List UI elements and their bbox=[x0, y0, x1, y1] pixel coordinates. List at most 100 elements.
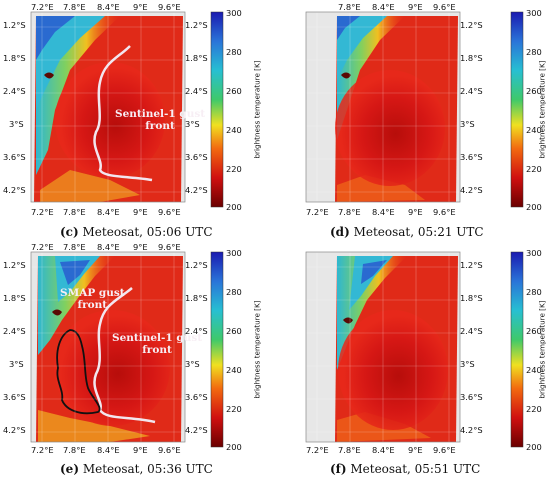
lon-tick: 7.8°E bbox=[63, 445, 86, 455]
lat-tick: 3.6°S bbox=[460, 152, 483, 162]
colorbar-label: brightness temperature [K] bbox=[537, 60, 547, 159]
lon-tick: 9.6°E bbox=[433, 445, 456, 455]
panel-d: 7.8°E 8.4°E 9°E 9.6°E 7.2°E 7.8°E 8.4°E … bbox=[275, 0, 550, 245]
lon-tick: 9.6°E bbox=[158, 2, 181, 12]
lon-tick: 9.6°E bbox=[433, 207, 456, 217]
lat-tick: 1.2°S bbox=[185, 20, 208, 30]
lon-tick: 9°E bbox=[133, 242, 148, 252]
colorbar-tick: 200 bbox=[226, 202, 242, 212]
colorbar-tick: 260 bbox=[226, 86, 242, 96]
sentinel-label: Sentinel-1 gust front bbox=[112, 332, 203, 356]
lat-tick: 2.4°S bbox=[185, 326, 208, 336]
lon-tick: 9.6°E bbox=[158, 242, 181, 252]
lat-tick: 3°S bbox=[185, 359, 200, 369]
lat-tick: 2.4°S bbox=[460, 86, 483, 96]
colorbar-tick: 200 bbox=[226, 442, 242, 452]
lon-tick: 7.2°E bbox=[31, 2, 54, 12]
colorbar-tick: 220 bbox=[226, 164, 242, 174]
sentinel-gust-front-line-e bbox=[93, 287, 156, 424]
lat-tick: 1.2°S bbox=[185, 260, 208, 270]
lon-tick: 7.8°E bbox=[338, 2, 361, 12]
lat-tick: 2.4°S bbox=[3, 326, 26, 336]
lat-tick: 4.2°S bbox=[3, 185, 26, 195]
lon-tick: 7.8°E bbox=[338, 207, 361, 217]
lat-tick: 4.2°S bbox=[185, 425, 208, 435]
lon-tick: 9°E bbox=[408, 207, 423, 217]
lon-tick: 8.4°E bbox=[372, 207, 395, 217]
lon-tick: 9°E bbox=[408, 2, 423, 12]
map-c bbox=[30, 11, 224, 208]
caption-d: (d) Meteosat, 05:21 UTC bbox=[330, 225, 484, 239]
lat-tick: 1.2°S bbox=[3, 260, 26, 270]
lon-tick: 7.2°E bbox=[306, 445, 329, 455]
map-e bbox=[30, 251, 224, 448]
lon-tick: 7.2°E bbox=[306, 207, 329, 217]
lon-tick: 8.4°E bbox=[97, 2, 120, 12]
lon-tick: 9°E bbox=[133, 445, 148, 455]
caption-c: (c) Meteosat, 05:06 UTC bbox=[60, 225, 213, 239]
lat-tick: 1.8°S bbox=[185, 53, 208, 63]
panel-c: 7.2°E 7.8°E 8.4°E 9°E 9.6°E 7.2°E 7.8°E … bbox=[0, 0, 275, 245]
lon-tick: 8.4°E bbox=[97, 207, 120, 217]
lon-tick: 8.4°E bbox=[372, 2, 395, 12]
lat-tick: 3°S bbox=[9, 119, 24, 129]
lat-tick: 1.8°S bbox=[3, 293, 26, 303]
lat-tick: 3.6°S bbox=[3, 152, 26, 162]
caption-f: (f) Meteosat, 05:51 UTC bbox=[330, 462, 481, 476]
colorbar-tick: 300 bbox=[526, 8, 542, 18]
colorbar-tick: 280 bbox=[226, 287, 242, 297]
lon-tick: 7.2°E bbox=[31, 207, 54, 217]
colorbar-tick: 260 bbox=[526, 326, 542, 336]
lat-tick: 3°S bbox=[9, 359, 24, 369]
colorbar-tick: 220 bbox=[226, 404, 242, 414]
lat-tick: 3°S bbox=[460, 359, 475, 369]
lat-tick: 3°S bbox=[185, 119, 200, 129]
colorbar-c bbox=[210, 11, 224, 208]
lon-tick: 9.6°E bbox=[158, 207, 181, 217]
lon-tick: 7.2°E bbox=[31, 242, 54, 252]
colorbar-e bbox=[210, 251, 224, 448]
lat-tick: 1.8°S bbox=[185, 293, 208, 303]
colorbar-tick: 200 bbox=[526, 202, 542, 212]
caption-e: (e) Meteosat, 05:36 UTC bbox=[60, 462, 213, 476]
colorbar-label: brightness temperature [K] bbox=[252, 300, 262, 399]
colorbar-tick: 300 bbox=[226, 8, 242, 18]
sentinel-label: Sentinel-1 gust front bbox=[115, 108, 206, 132]
colorbar-tick: 260 bbox=[226, 326, 242, 336]
lon-tick: 7.8°E bbox=[338, 445, 361, 455]
lat-tick: 2.4°S bbox=[185, 86, 208, 96]
lat-tick: 3.6°S bbox=[185, 392, 208, 402]
lon-tick: 7.8°E bbox=[63, 2, 86, 12]
colorbar-tick: 300 bbox=[226, 248, 242, 258]
colorbar-f bbox=[510, 251, 524, 448]
panel-f: 7.2°E 7.8°E 8.4°E 9°E 9.6°E 1.2°S 1.8°S … bbox=[275, 240, 550, 481]
colorbar-tick: 240 bbox=[226, 365, 242, 375]
colorbar-tick: 280 bbox=[526, 287, 542, 297]
lon-tick: 7.8°E bbox=[63, 242, 86, 252]
lon-tick: 9°E bbox=[133, 207, 148, 217]
smap-label: SMAP gust front bbox=[60, 287, 125, 311]
smap-gust-front-line-e bbox=[56, 329, 101, 415]
lon-tick: 9°E bbox=[133, 2, 148, 12]
lat-tick: 3°S bbox=[460, 119, 475, 129]
lat-tick: 3.6°S bbox=[460, 392, 483, 402]
lat-tick: 1.8°S bbox=[460, 293, 483, 303]
map-f bbox=[305, 251, 524, 448]
lat-tick: 1.8°S bbox=[3, 53, 26, 63]
lon-tick: 7.8°E bbox=[63, 207, 86, 217]
map-d bbox=[305, 11, 524, 208]
lat-tick: 2.4°S bbox=[3, 86, 26, 96]
colorbar-tick: 220 bbox=[526, 404, 542, 414]
colorbar-tick: 260 bbox=[526, 86, 542, 96]
colorbar-label: brightness temperature [K] bbox=[537, 300, 547, 399]
lat-tick: 4.2°S bbox=[460, 425, 483, 435]
lat-tick: 3.6°S bbox=[3, 392, 26, 402]
lat-tick: 1.2°S bbox=[3, 20, 26, 30]
colorbar-label: brightness temperature [K] bbox=[252, 60, 262, 159]
lat-tick: 1.8°S bbox=[460, 53, 483, 63]
lon-tick: 8.4°E bbox=[97, 445, 120, 455]
lat-tick: 4.2°S bbox=[3, 425, 26, 435]
panel-e: 7.2°E 7.8°E 8.4°E 9°E 9.6°E 7.2°E 7.8°E … bbox=[0, 240, 275, 481]
lat-tick: 1.2°S bbox=[460, 20, 483, 30]
lat-tick: 1.2°S bbox=[460, 260, 483, 270]
